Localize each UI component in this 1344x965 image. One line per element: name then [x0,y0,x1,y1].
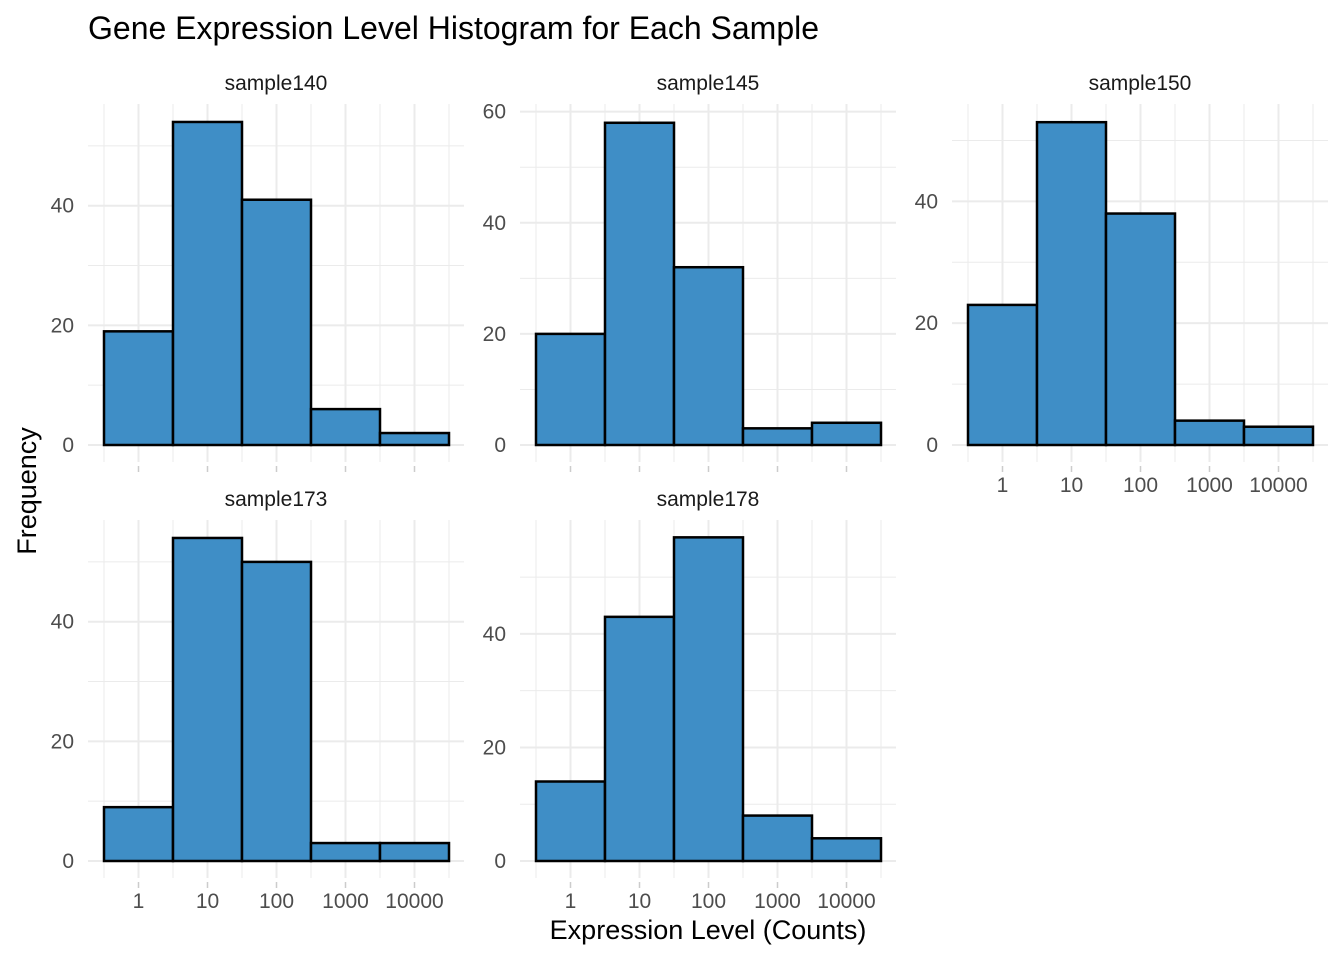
histogram-bar-100 [672,265,745,447]
x-tick-label: 10 [628,890,651,913]
x-tick-label: 10000 [385,890,443,913]
y-tick-label: 20 [51,730,74,753]
histogram-bar-10000 [810,837,883,863]
facet-strip-label: sample173 [225,488,328,511]
histogram-bar-10 [171,536,244,863]
x-tick-label: 1000 [754,890,801,913]
facet-panel-sample145: 0 20 40 60 sample145 [483,72,896,472]
x-tick-label: 10000 [1249,474,1307,497]
histogram-bar-100 [1104,212,1177,447]
histogram-bar-1000 [741,814,814,863]
y-tick-label: 0 [62,434,74,457]
histogram-bar-10 [1035,120,1108,447]
x-tick-label: 1000 [322,890,369,913]
y-tick-label: 20 [51,314,74,337]
histogram-bar-100 [240,198,313,447]
facet-panel-sample150: 0 20 40 sample150 1 10 100 1000 10000 [915,72,1328,497]
x-tick-label: 10000 [817,890,875,913]
y-tick-label: 0 [494,850,506,873]
x-tick-label: 1 [133,890,145,913]
facet-panels: 0 20 40 sample140 0 20 40 60 sample145 0 20 40 sampl… [51,72,1328,913]
histogram-bar-10 [603,121,676,447]
facet-panel-sample173: 0 20 40 sample173 1 10 100 1000 10000 [51,488,464,913]
x-axis-title: Expression Level (Counts) [550,915,867,945]
y-tick-label: 60 [483,101,506,124]
x-tick-label: 100 [1123,474,1158,497]
y-tick-label: 40 [51,611,74,634]
histogram-bar-1 [102,330,175,447]
histogram-bar-10 [603,615,676,863]
y-tick-label: 20 [915,312,938,335]
histogram-bar-10000 [1242,425,1315,447]
y-tick-label: 0 [62,850,74,873]
y-tick-label: 20 [483,323,506,346]
facet-panel-sample140: 0 20 40 sample140 [51,72,464,472]
x-tick-label: 10 [1060,474,1083,497]
x-tick-label: 1 [565,890,577,913]
facet-strip-label: sample178 [657,488,760,511]
histogram-bar-1 [966,303,1039,447]
y-tick-label: 40 [915,190,938,213]
x-tick-label: 10 [196,890,219,913]
y-tick-label: 20 [483,736,506,759]
histogram-bar-100 [672,536,745,863]
x-tick-label: 100 [259,890,294,913]
chart-title: Gene Expression Level Histogram for Each… [88,10,819,46]
histogram-bar-1 [534,332,607,447]
histogram-bar-100 [240,560,313,863]
histogram-bar-10000 [810,421,883,447]
x-tick-label: 1000 [1186,474,1233,497]
y-tick-label: 40 [483,623,506,646]
y-tick-label: 40 [51,195,74,218]
histogram-bar-1000 [1173,419,1246,447]
facet-strip-label: sample140 [225,72,328,95]
y-tick-label: 0 [494,434,506,457]
histogram-bar-10000 [378,431,451,447]
facet-strip-label: sample150 [1089,72,1192,95]
facet-panel-sample178: 0 20 40 sample178 1 10 100 1000 10000 [483,488,896,913]
histogram-bar-1000 [741,427,814,447]
facet-strip-label: sample145 [657,72,760,95]
x-tick-label: 1 [997,474,1009,497]
y-tick-label: 0 [926,434,938,457]
histogram-bar-1000 [309,407,382,447]
histogram-bar-1 [102,805,175,863]
histogram-bar-1 [534,780,607,863]
histogram-bar-10 [171,120,244,447]
y-axis-title: Frequency [12,427,42,555]
histogram-bar-10000 [378,841,451,863]
histogram-bar-1000 [309,841,382,863]
x-tick-label: 100 [691,890,726,913]
y-tick-label: 40 [483,212,506,235]
